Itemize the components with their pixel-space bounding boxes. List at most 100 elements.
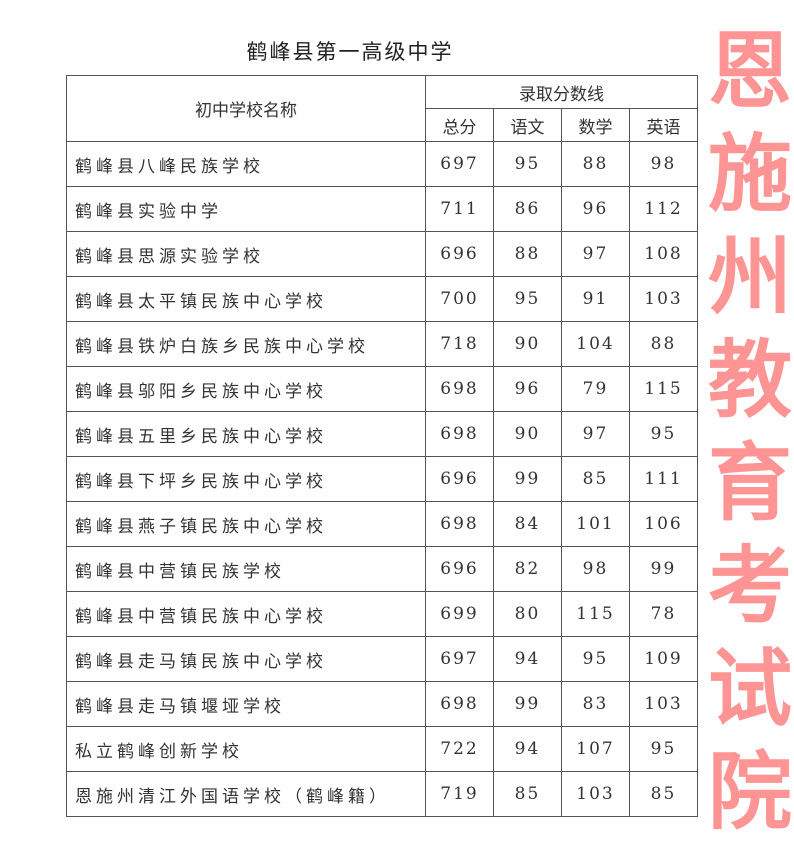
english-score-cell: 109 xyxy=(629,636,698,682)
total-score-cell: 697 xyxy=(425,141,494,187)
chinese-score-cell: 84 xyxy=(493,501,562,547)
math-score-cell: 101 xyxy=(561,501,630,547)
header-score-line: 录取分数线 xyxy=(425,75,698,109)
total-score-cell: 719 xyxy=(425,771,494,817)
total-score-cell: 722 xyxy=(425,726,494,772)
watermark-char: 试 xyxy=(707,640,792,738)
watermark-char: 恩 xyxy=(707,22,792,120)
math-score-cell: 97 xyxy=(561,231,630,277)
math-score-cell: 88 xyxy=(561,141,630,187)
math-score-cell: 98 xyxy=(561,546,630,592)
total-score-cell: 697 xyxy=(425,636,494,682)
table-row: 鹤峰县走马镇堰垭学校 698 99 83 103 xyxy=(66,681,698,727)
school-name-cell: 鹤峰县中营镇民族学校 xyxy=(66,546,426,592)
english-score-cell: 99 xyxy=(629,546,698,592)
header-math: 数学 xyxy=(561,108,630,142)
chinese-score-cell: 82 xyxy=(493,546,562,592)
table-row: 鹤峰县邬阳乡民族中心学校 698 96 79 115 xyxy=(66,366,698,412)
math-score-cell: 97 xyxy=(561,411,630,457)
total-score-cell: 718 xyxy=(425,321,494,367)
chinese-score-cell: 94 xyxy=(493,726,562,772)
table-row: 鹤峰县五里乡民族中心学校 698 90 97 95 xyxy=(66,411,698,457)
school-name-cell: 恩施州清江外国语学校（鹤峰籍） xyxy=(66,771,426,817)
table-row: 鹤峰县思源实验学校 696 88 97 108 xyxy=(66,231,698,277)
watermark-char: 教 xyxy=(707,331,792,429)
math-score-cell: 104 xyxy=(561,321,630,367)
school-name-cell: 鹤峰县八峰民族学校 xyxy=(66,141,426,187)
total-score-cell: 698 xyxy=(425,411,494,457)
english-score-cell: 78 xyxy=(629,591,698,637)
chinese-score-cell: 95 xyxy=(493,276,562,322)
english-score-cell: 88 xyxy=(629,321,698,367)
total-score-cell: 698 xyxy=(425,366,494,412)
chinese-score-cell: 95 xyxy=(493,141,562,187)
math-score-cell: 107 xyxy=(561,726,630,772)
chinese-score-cell: 90 xyxy=(493,321,562,367)
school-name-cell: 鹤峰县下坪乡民族中心学校 xyxy=(66,456,426,502)
english-score-cell: 111 xyxy=(629,456,698,502)
table-row: 鹤峰县中营镇民族中心学校 699 80 115 78 xyxy=(66,591,698,637)
school-name-cell: 私立鹤峰创新学校 xyxy=(66,726,426,772)
watermark-char: 考 xyxy=(707,537,792,635)
school-name-cell: 鹤峰县思源实验学校 xyxy=(66,231,426,277)
english-score-cell: 103 xyxy=(629,681,698,727)
table-row: 私立鹤峰创新学校 722 94 107 95 xyxy=(66,726,698,772)
total-score-cell: 700 xyxy=(425,276,494,322)
admission-score-table: 初中学校名称 录取分数线 总分 语文 数学 英语 鹤峰县八峰民族学校 697 95 8… xyxy=(66,75,698,817)
english-score-cell: 103 xyxy=(629,276,698,322)
table-row: 鹤峰县太平镇民族中心学校 700 95 91 103 xyxy=(66,276,698,322)
header-total: 总分 xyxy=(425,108,494,142)
total-score-cell: 698 xyxy=(425,681,494,727)
table-row: 鹤峰县中营镇民族学校 696 82 98 99 xyxy=(66,546,698,592)
table-row: 鹤峰县八峰民族学校 697 95 88 98 xyxy=(66,141,698,187)
table-row: 恩施州清江外国语学校（鹤峰籍） 719 85 103 85 xyxy=(66,771,698,817)
watermark-char: 施 xyxy=(707,125,792,223)
watermark-char: 育 xyxy=(707,434,792,532)
english-score-cell: 108 xyxy=(629,231,698,277)
english-score-cell: 115 xyxy=(629,366,698,412)
table-row: 鹤峰县铁炉白族乡民族中心学校 718 90 104 88 xyxy=(66,321,698,367)
school-name-cell: 鹤峰县中营镇民族中心学校 xyxy=(66,591,426,637)
table-row: 鹤峰县走马镇民族中心学校 697 94 95 109 xyxy=(66,636,698,682)
math-score-cell: 85 xyxy=(561,456,630,502)
english-score-cell: 98 xyxy=(629,141,698,187)
chinese-score-cell: 86 xyxy=(493,186,562,232)
math-score-cell: 96 xyxy=(561,186,630,232)
english-score-cell: 106 xyxy=(629,501,698,547)
table-row: 鹤峰县实验中学 711 86 96 112 xyxy=(66,186,698,232)
chinese-score-cell: 85 xyxy=(493,771,562,817)
math-score-cell: 83 xyxy=(561,681,630,727)
english-score-cell: 85 xyxy=(629,771,698,817)
total-score-cell: 699 xyxy=(425,591,494,637)
school-name-cell: 鹤峰县走马镇民族中心学校 xyxy=(66,636,426,682)
english-score-cell: 95 xyxy=(629,411,698,457)
chinese-score-cell: 94 xyxy=(493,636,562,682)
table-row: 鹤峰县下坪乡民族中心学校 696 99 85 111 xyxy=(66,456,698,502)
chinese-score-cell: 99 xyxy=(493,456,562,502)
chinese-score-cell: 90 xyxy=(493,411,562,457)
english-score-cell: 112 xyxy=(629,186,698,232)
math-score-cell: 79 xyxy=(561,366,630,412)
watermark: 恩施州教育考试院 xyxy=(706,20,794,844)
math-score-cell: 91 xyxy=(561,276,630,322)
table-row: 鹤峰县燕子镇民族中心学校 698 84 101 106 xyxy=(66,501,698,547)
school-name-cell: 鹤峰县实验中学 xyxy=(66,186,426,232)
school-name-cell: 鹤峰县走马镇堰垭学校 xyxy=(66,681,426,727)
school-name-cell: 鹤峰县五里乡民族中心学校 xyxy=(66,411,426,457)
english-score-cell: 95 xyxy=(629,726,698,772)
school-name-cell: 鹤峰县邬阳乡民族中心学校 xyxy=(66,366,426,412)
chinese-score-cell: 88 xyxy=(493,231,562,277)
watermark-char: 州 xyxy=(707,228,792,326)
school-name-cell: 鹤峰县太平镇民族中心学校 xyxy=(66,276,426,322)
page-title: 鹤峰县第一高级中学 xyxy=(246,40,454,64)
school-name-cell: 鹤峰县燕子镇民族中心学校 xyxy=(66,501,426,547)
total-score-cell: 696 xyxy=(425,546,494,592)
total-score-cell: 698 xyxy=(425,501,494,547)
chinese-score-cell: 80 xyxy=(493,591,562,637)
math-score-cell: 95 xyxy=(561,636,630,682)
header-english: 英语 xyxy=(629,108,698,142)
header-school-name: 初中学校名称 xyxy=(66,75,426,142)
watermark-char: 院 xyxy=(707,743,792,841)
header-chinese: 语文 xyxy=(493,108,562,142)
math-score-cell: 115 xyxy=(561,591,630,637)
